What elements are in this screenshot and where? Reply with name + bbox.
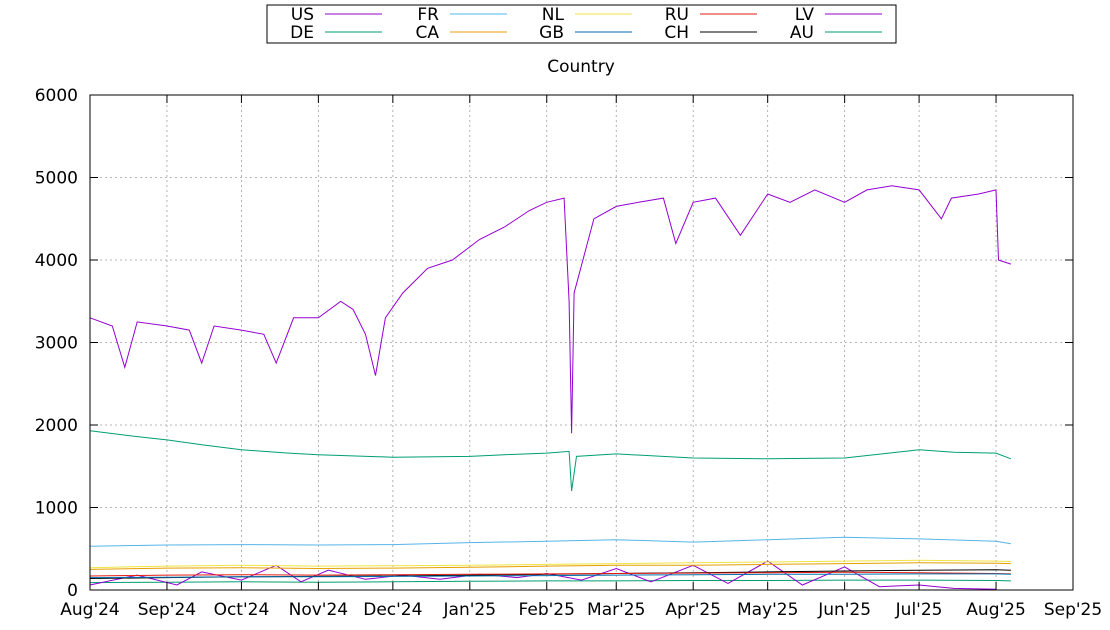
x-tick-label: Nov'24: [289, 600, 348, 620]
legend-label-ch: CH: [664, 23, 689, 43]
legend-box: [266, 4, 897, 44]
x-tick-label: Apr'25: [665, 600, 721, 620]
y-tick-label: 4000: [35, 251, 78, 271]
x-tick-label: Feb'25: [519, 600, 575, 620]
legend-label-nl: NL: [542, 5, 565, 25]
legend-label-gb: GB: [539, 23, 564, 43]
x-tick-label: Dec'24: [363, 600, 422, 620]
x-tick-label: Oct'24: [214, 600, 270, 620]
series-line-gb: [89, 573, 1011, 579]
x-tick-label: May'25: [737, 600, 798, 620]
x-tick-label: Jan'25: [443, 600, 497, 620]
chart-title: Country: [547, 57, 615, 77]
y-tick-label: 6000: [35, 86, 78, 106]
series-line-ru: [89, 571, 1011, 577]
series-group: [89, 185, 1012, 590]
y-tick-label: 3000: [35, 334, 78, 354]
series-line-fr: [89, 536, 1011, 547]
x-tick-label: Jul'25: [895, 600, 943, 620]
x-tick-label: Sep'24: [138, 600, 196, 620]
legend-label-fr: FR: [417, 5, 439, 25]
y-tick-label: 0: [67, 581, 78, 601]
series-line-nl: [89, 559, 1011, 569]
legend-label-de: DE: [290, 23, 314, 43]
axis-ticks: Aug'24 Sep'24 Oct'24 Nov'24 Dec'24 Jan'25 Feb'…: [35, 86, 1102, 620]
legend-label-lv: LV: [795, 5, 815, 25]
legend-label-ca: CA: [416, 23, 440, 43]
legend-label-ru: RU: [665, 5, 689, 25]
series-line-au: [89, 579, 1011, 584]
series-line-ca: [89, 562, 1011, 570]
x-tick-label: Jun'25: [817, 600, 871, 620]
y-tick-label: 5000: [35, 169, 78, 189]
series-line-us: [89, 185, 1012, 434]
x-tick-label: Sep'25: [1044, 600, 1102, 620]
series-line-de: [89, 430, 1012, 492]
legend-label-us: US: [291, 5, 314, 25]
y-tick-label: 2000: [35, 416, 78, 436]
legend-label-au: AU: [790, 23, 814, 43]
y-tick-label: 1000: [35, 499, 78, 519]
grid: [90, 95, 1073, 590]
x-tick-label: Mar'25: [587, 600, 645, 620]
x-tick-label: Aug'24: [60, 600, 120, 620]
x-tick-label: Aug'25: [966, 600, 1026, 620]
